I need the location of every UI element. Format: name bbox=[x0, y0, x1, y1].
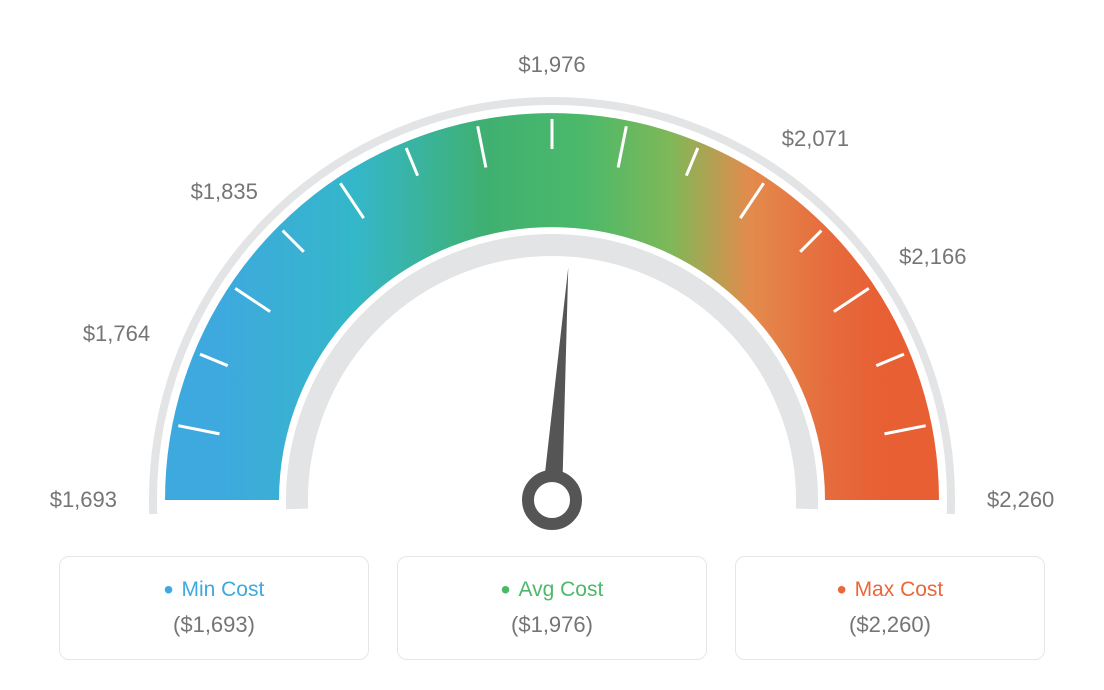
legend-title-avg-text: Avg Cost bbox=[518, 578, 603, 602]
legend-title-min: Min Cost bbox=[164, 578, 265, 602]
legend-value-max: ($2,260) bbox=[849, 612, 931, 638]
legend-value-avg: ($1,976) bbox=[511, 612, 593, 638]
gauge-scale-label: $2,071 bbox=[782, 126, 849, 152]
legend-title-max: Max Cost bbox=[837, 578, 944, 602]
legend-title-avg: Avg Cost bbox=[501, 578, 604, 602]
gauge-scale-label: $1,764 bbox=[83, 321, 150, 347]
legend-value-min: ($1,693) bbox=[173, 612, 255, 638]
legend-card-min: Min Cost ($1,693) bbox=[59, 556, 369, 660]
legend-row: Min Cost ($1,693) Avg Cost ($1,976) Max … bbox=[59, 556, 1045, 660]
gauge-scale-label: $1,835 bbox=[191, 179, 258, 205]
legend-card-max: Max Cost ($2,260) bbox=[735, 556, 1045, 660]
gauge-svg bbox=[102, 40, 1002, 560]
gauge-scale-label: $1,976 bbox=[518, 52, 585, 78]
legend-card-avg: Avg Cost ($1,976) bbox=[397, 556, 707, 660]
legend-title-max-text: Max Cost bbox=[855, 578, 944, 602]
gauge-scale-label: $1,693 bbox=[50, 487, 117, 513]
gauge-chart: $1,693$1,764$1,835$1,976$2,071$2,166$2,2… bbox=[102, 40, 1002, 510]
gauge-scale-label: $2,260 bbox=[987, 487, 1054, 513]
legend-title-min-text: Min Cost bbox=[181, 578, 264, 602]
gauge-scale-label: $2,166 bbox=[899, 244, 966, 270]
